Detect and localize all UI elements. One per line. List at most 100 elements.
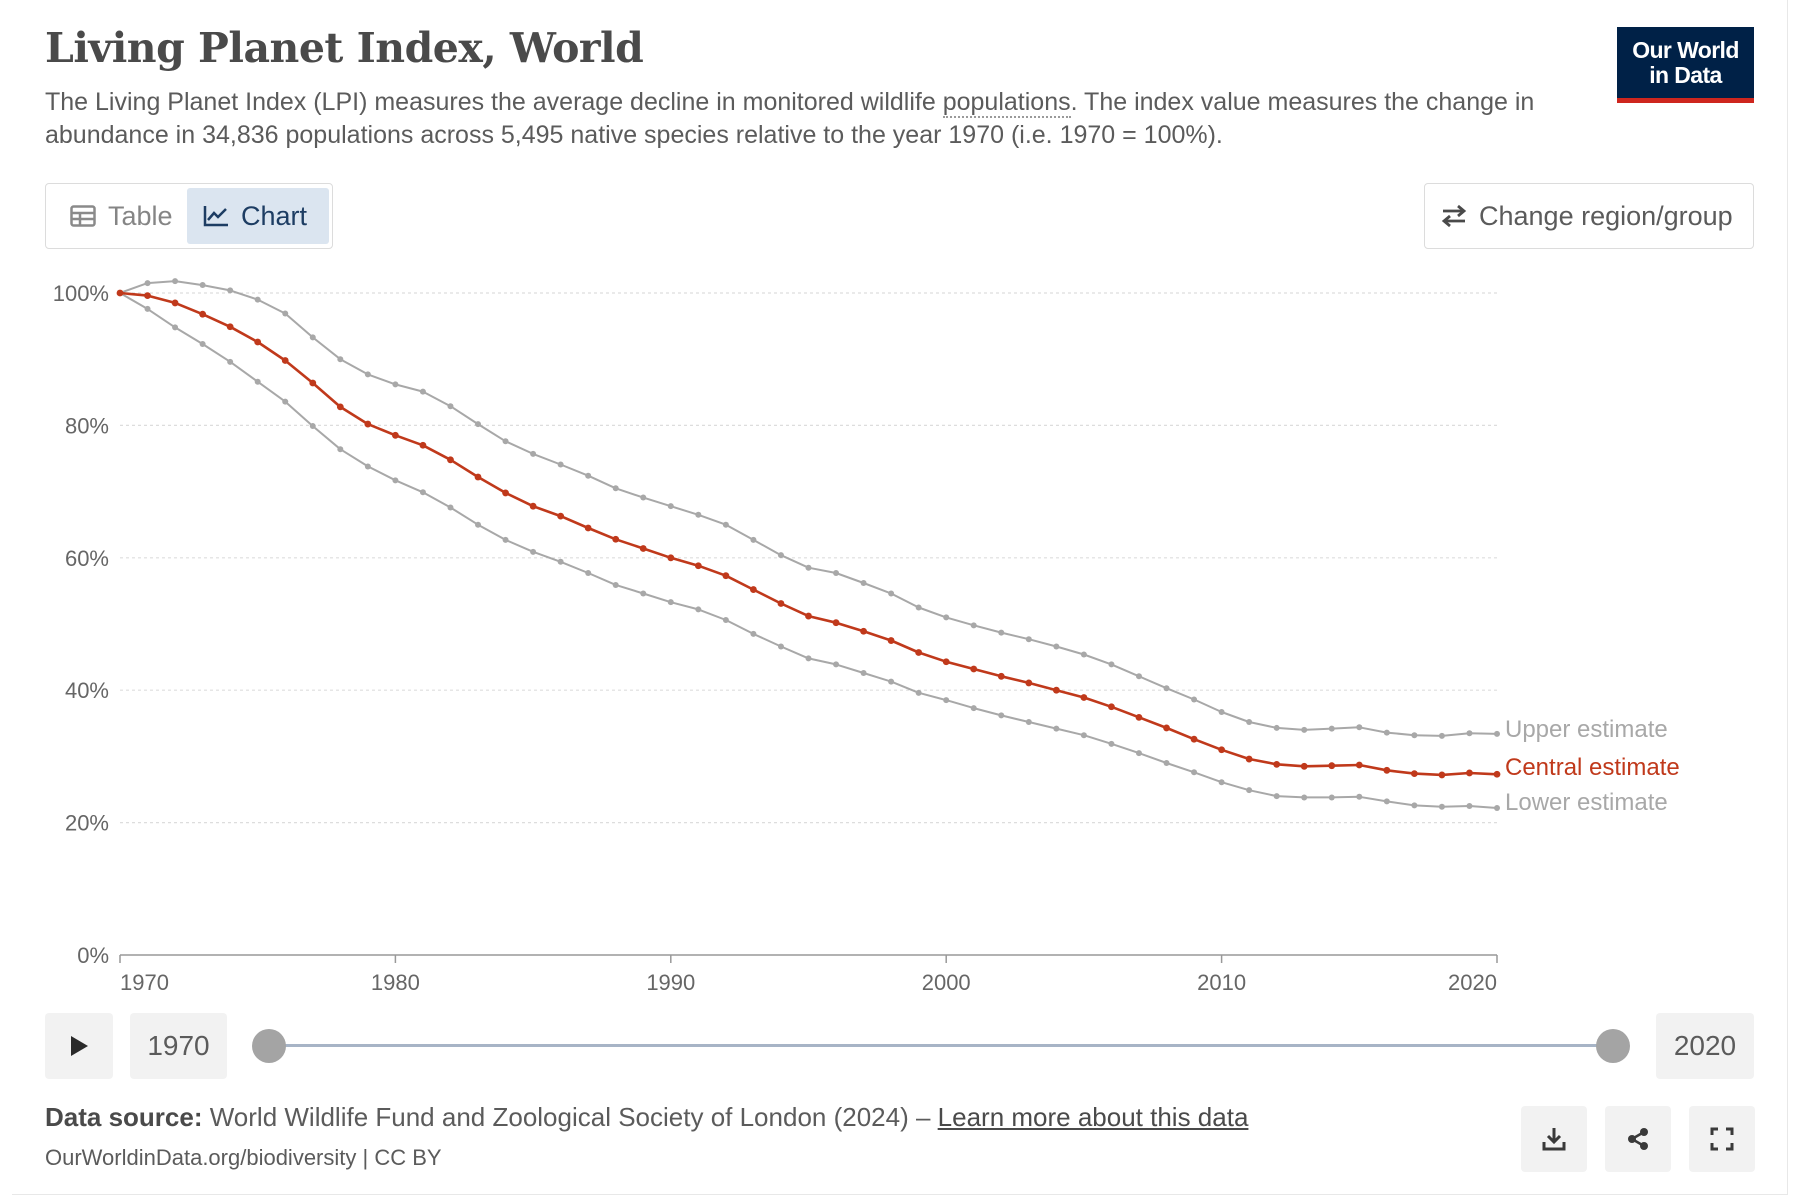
data-point [172, 278, 179, 285]
timeline-end-handle[interactable] [1596, 1029, 1630, 1063]
data-point [1052, 686, 1060, 694]
data-point [722, 521, 729, 528]
data-point [1108, 703, 1115, 711]
learn-more-link[interactable]: Learn more about this data [937, 1102, 1249, 1132]
data-point [1300, 762, 1308, 770]
data-point [199, 310, 207, 318]
data-point [392, 431, 399, 439]
data-point [805, 655, 812, 662]
tab-table[interactable]: Table [50, 188, 190, 244]
data-point [364, 463, 371, 470]
data-point [1190, 735, 1198, 743]
data-point [777, 600, 785, 607]
data-point [474, 473, 482, 481]
data-point [1328, 725, 1335, 732]
series-line-lower-estimate [119, 292, 1498, 809]
data-point [1466, 730, 1473, 737]
data-point [281, 357, 289, 364]
data-point [227, 358, 234, 365]
data-point [1438, 803, 1445, 810]
data-point [1053, 725, 1060, 732]
data-point [116, 289, 124, 297]
swap-arrows-icon [1441, 204, 1467, 228]
share-button[interactable] [1605, 1106, 1671, 1172]
data-point [530, 548, 537, 555]
fullscreen-button[interactable] [1689, 1106, 1755, 1172]
data-point [144, 305, 151, 312]
data-point [612, 581, 619, 588]
timeline-end-year[interactable]: 2020 [1656, 1013, 1754, 1079]
data-point [1328, 762, 1336, 770]
timeline-start-year[interactable]: 1970 [130, 1013, 227, 1079]
data-point [282, 310, 289, 317]
series-end-label: Central estimate [1505, 754, 1680, 781]
data-point [970, 665, 978, 673]
tab-table-label: Table [108, 200, 173, 231]
data-source: Data source: World Wildlife Fund and Zoo… [45, 1102, 1248, 1133]
change-region-button[interactable]: Change region/group [1424, 183, 1754, 249]
data-point [1383, 798, 1390, 805]
data-point [309, 379, 317, 387]
data-point [585, 472, 592, 479]
data-point [1246, 787, 1253, 794]
data-point [557, 558, 564, 565]
data-point [639, 545, 647, 552]
data-point [612, 485, 619, 492]
data-point [750, 586, 757, 593]
data-point [998, 629, 1005, 636]
x-tick-label: 1970 [120, 970, 169, 995]
download-button[interactable] [1521, 1106, 1587, 1172]
populations-term-link[interactable]: populations [942, 88, 1071, 118]
data-point [695, 606, 702, 613]
chart-subtitle: The Living Planet Index (LPI) measures t… [45, 86, 1545, 152]
data-point [1328, 794, 1335, 801]
data-point [722, 617, 729, 624]
data-point [998, 712, 1005, 719]
play-button[interactable] [45, 1013, 113, 1079]
data-point [667, 554, 675, 562]
data-point [1135, 673, 1142, 680]
owid-logo[interactable]: Our World in Data [1617, 27, 1754, 103]
timeline-track[interactable] [268, 1044, 1613, 1047]
y-tick-label: 40% [65, 678, 109, 703]
data-point [750, 536, 757, 543]
subtitle-text-start: The Living Planet Index (LPI) measures t… [45, 88, 943, 116]
chart-title: Living Planet Index, World [45, 24, 644, 72]
data-point [419, 489, 426, 496]
data-point [1438, 732, 1445, 739]
play-icon [71, 1036, 88, 1056]
data-point [475, 421, 482, 428]
data-point [805, 612, 812, 620]
logo-line-2: in Data [1649, 61, 1722, 88]
download-icon [1542, 1128, 1566, 1151]
data-point [860, 579, 867, 586]
data-point [1411, 802, 1418, 809]
data-point [640, 494, 647, 501]
data-point [832, 619, 840, 627]
data-point [254, 338, 262, 346]
data-point [557, 461, 564, 468]
data-point [447, 403, 454, 410]
data-point [1273, 724, 1280, 731]
fullscreen-icon [1710, 1127, 1734, 1151]
series-line-central-estimate [119, 291, 1498, 777]
data-point [1356, 793, 1363, 800]
data-point [254, 296, 261, 303]
data-point [309, 334, 316, 341]
tab-chart[interactable]: Chart [187, 188, 329, 244]
data-point [1191, 769, 1198, 776]
data-point [1053, 643, 1060, 650]
timeline-start-handle[interactable] [252, 1029, 286, 1063]
tab-chart-label: Chart [241, 200, 308, 231]
data-point [777, 552, 784, 559]
data-point [530, 450, 537, 457]
view-tabs: Table Chart [45, 183, 333, 249]
data-point [171, 299, 179, 307]
data-point [888, 590, 895, 597]
data-point [805, 564, 812, 571]
data-point [1494, 730, 1500, 737]
data-point [475, 521, 482, 528]
data-point [282, 398, 289, 405]
data-point [584, 524, 592, 532]
data-point [419, 388, 426, 395]
